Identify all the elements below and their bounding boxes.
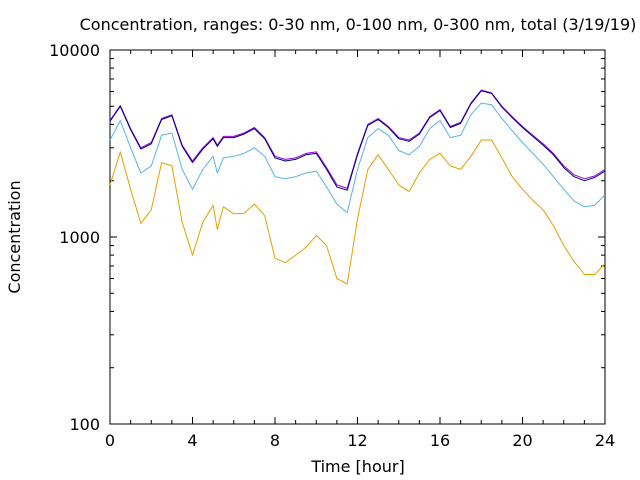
x-tick-label: 0 [105,431,115,450]
y-tick-label: 1000 [59,228,100,247]
x-tick-label: 24 [595,431,615,450]
plot-frame [109,49,606,425]
series-line-4 [109,90,606,191]
series-line-2 [109,102,606,214]
x-tick-label: 8 [270,431,280,450]
y-tick-label: 10000 [49,41,100,60]
y-tick-label: 100 [69,415,100,434]
chart-title: Concentration, ranges: 0-30 nm, 0-100 nm… [80,15,637,34]
x-tick-label: 4 [187,431,197,450]
x-tick-label: 20 [512,431,532,450]
x-axis-label: Time [hour] [310,457,404,476]
series-line-1 [109,139,606,285]
x-tick-label: 12 [347,431,367,450]
y-axis: 100 1000 10000 [49,41,605,434]
x-tick-label: 16 [430,431,450,450]
series-layer [109,89,606,285]
x-axis: 0 4 8 12 16 20 24 [105,50,615,450]
y-axis-label: Concentration [5,180,24,293]
